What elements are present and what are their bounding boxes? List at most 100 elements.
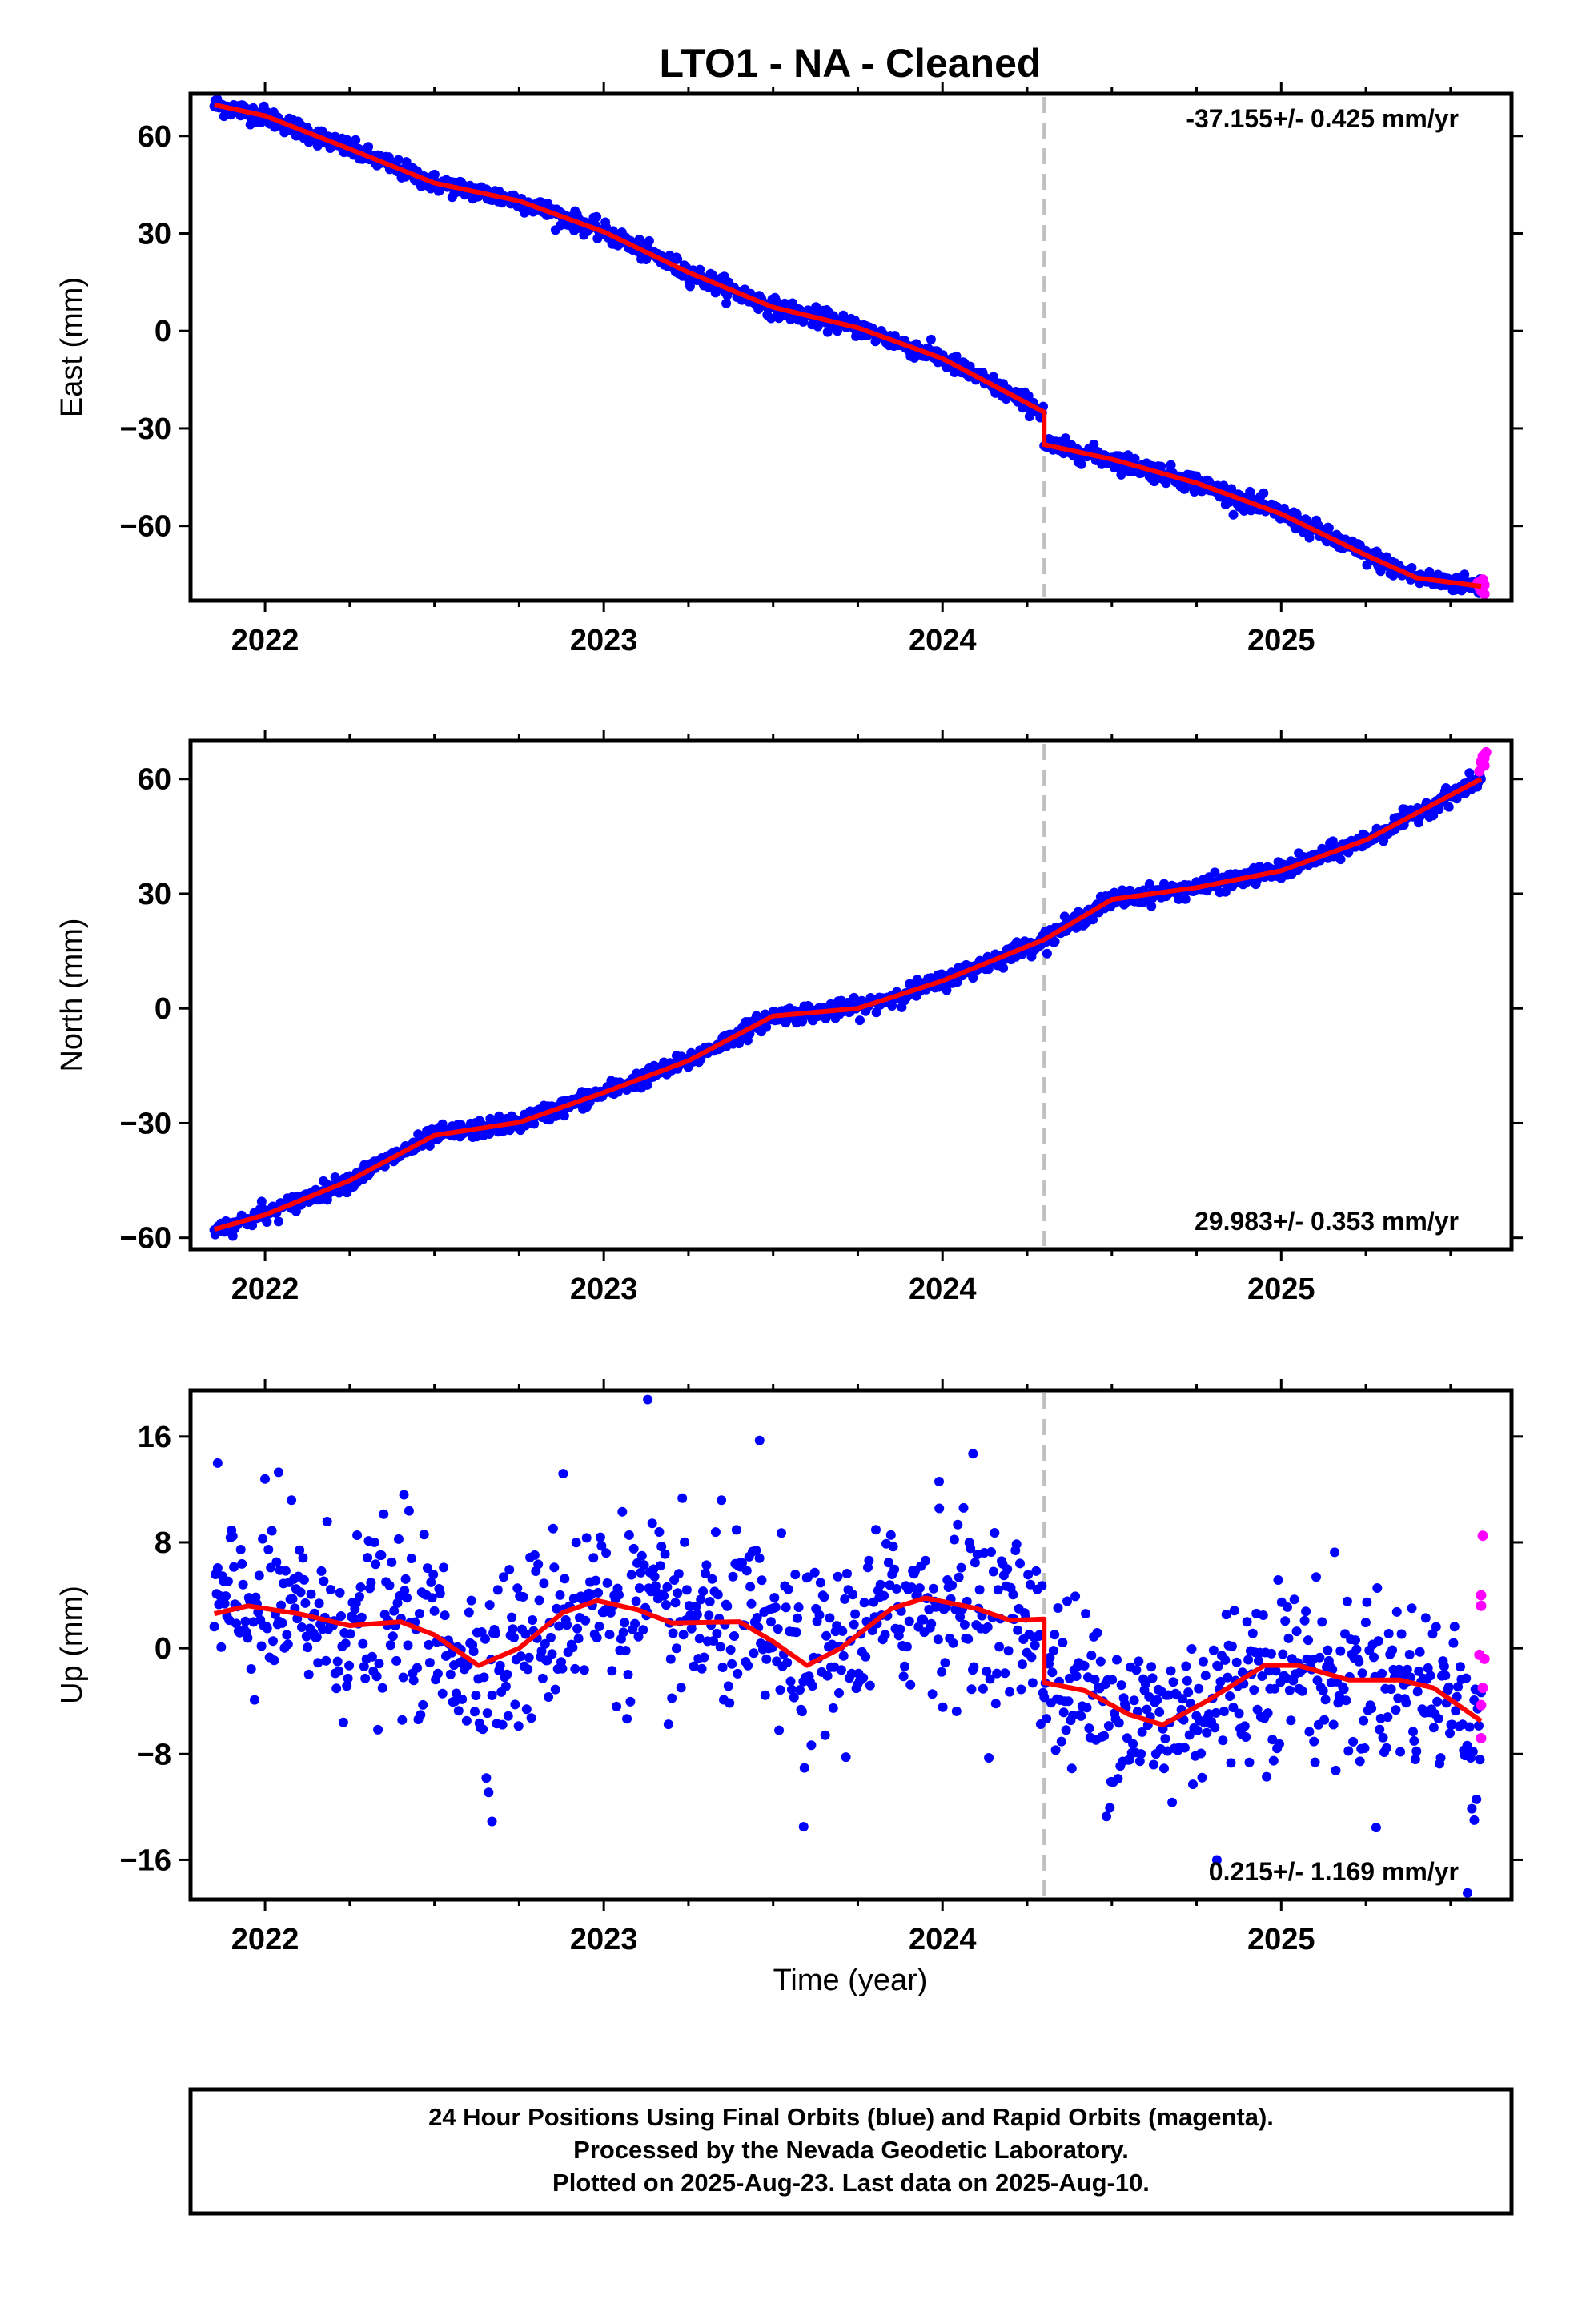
up-final-point [326, 1585, 335, 1594]
up-final-point [437, 1688, 448, 1699]
up-final-point [274, 1467, 283, 1478]
up-final-point [231, 1618, 241, 1629]
north-final-point [1210, 867, 1220, 878]
up-final-point [840, 1594, 850, 1604]
up-final-point [1076, 1711, 1086, 1721]
up-final-point [1391, 1705, 1401, 1715]
up-final-point [1219, 1707, 1229, 1716]
up-final-point [479, 1672, 489, 1683]
up-final-point [1328, 1719, 1339, 1730]
up-final-point [344, 1660, 355, 1671]
up-final-point [638, 1625, 648, 1635]
up-final-point [1254, 1655, 1263, 1666]
up-final-point [850, 1609, 861, 1619]
north-final-point [262, 1217, 272, 1227]
up-final-point [914, 1583, 925, 1594]
up-final-point [757, 1575, 767, 1586]
up-final-point [1183, 1687, 1194, 1698]
up-final-point [717, 1495, 727, 1506]
up-final-point [715, 1642, 725, 1652]
up-final-point [429, 1606, 440, 1616]
up-final-point [1263, 1708, 1273, 1719]
up-final-point [733, 1668, 743, 1679]
up-final-point [1200, 1671, 1211, 1681]
up-final-point [814, 1610, 825, 1620]
up-rapid-point [1477, 1530, 1488, 1542]
up-final-point [536, 1646, 547, 1656]
up-final-point [1063, 1696, 1074, 1707]
up-final-point [588, 1553, 599, 1563]
up-final-point [1061, 1725, 1071, 1735]
north-rate-label: 29.983+/- 0.353 mm/yr [1195, 1207, 1459, 1236]
up-final-point [240, 1616, 251, 1626]
up-final-point [1452, 1691, 1462, 1702]
east-panel: 60 30 0 −30 −60 2022 2023 2024 2025 East (mm) -37.… [55, 82, 1523, 657]
up-final-point [661, 1600, 671, 1610]
up-final-point [1469, 1815, 1480, 1825]
up-final-point [668, 1628, 678, 1638]
up-final-point [1095, 1656, 1106, 1667]
up-final-point [752, 1613, 762, 1622]
up-final-point [1002, 1564, 1013, 1574]
east-final-point [429, 169, 440, 179]
up-final-point [276, 1600, 287, 1610]
up-final-point [1186, 1644, 1197, 1654]
up-final-point [359, 1661, 369, 1671]
up-final-point [1015, 1558, 1025, 1569]
up-final-point [363, 1553, 373, 1563]
figure-title: LTO1 - NA - Cleaned [660, 41, 1042, 86]
north-final-point [256, 1196, 267, 1207]
east-final-point [1076, 459, 1086, 469]
up-final-point [392, 1598, 403, 1608]
up-final-point [1197, 1772, 1207, 1783]
up-final-point [982, 1622, 993, 1632]
up-final-point [604, 1630, 615, 1640]
up-final-point [367, 1651, 377, 1662]
up-final-point [933, 1634, 943, 1645]
up-final-point [781, 1602, 791, 1613]
up-final-point [820, 1730, 830, 1740]
up-ytick-label: −8 [137, 1738, 171, 1771]
up-final-point [1415, 1647, 1425, 1657]
up-final-point [345, 1629, 355, 1639]
up-final-point [625, 1696, 636, 1707]
up-final-point [579, 1665, 589, 1675]
up-final-point [544, 1692, 554, 1702]
up-final-point [633, 1631, 644, 1642]
up-final-point [956, 1562, 966, 1573]
up-final-point [221, 1591, 231, 1602]
north-ytick-label: 0 [155, 992, 171, 1026]
up-final-point [1184, 1730, 1195, 1740]
up-final-point [846, 1668, 857, 1679]
east-final-point [1089, 440, 1099, 449]
up-final-point [343, 1673, 353, 1683]
up-final-point [822, 1671, 833, 1681]
up-rapid-point [1477, 1683, 1488, 1694]
east-xtick-label: 2025 [1247, 624, 1315, 657]
up-final-point [785, 1676, 796, 1687]
up-final-point [1440, 1671, 1451, 1681]
up-final-point [948, 1638, 958, 1648]
up-final-point [990, 1699, 1001, 1709]
up-final-point [673, 1569, 684, 1579]
up-final-point [406, 1554, 416, 1564]
up-final-point [331, 1683, 342, 1694]
up-final-point [1448, 1638, 1459, 1648]
up-final-point [1042, 1714, 1052, 1724]
up-final-point [871, 1525, 881, 1535]
up-final-point [1271, 1666, 1281, 1676]
up-final-point [1129, 1695, 1139, 1706]
up-final-point [743, 1660, 753, 1671]
up-final-point [1286, 1715, 1296, 1726]
up-final-point [1058, 1638, 1068, 1648]
up-final-point [1196, 1748, 1207, 1759]
east-final-point [833, 326, 842, 336]
up-final-point [295, 1587, 306, 1598]
up-final-point [725, 1645, 736, 1655]
up-final-point [790, 1570, 801, 1580]
up-final-point [900, 1661, 909, 1671]
up-final-point [705, 1597, 715, 1606]
up-final-point [500, 1681, 511, 1691]
up-final-point [994, 1642, 1005, 1652]
